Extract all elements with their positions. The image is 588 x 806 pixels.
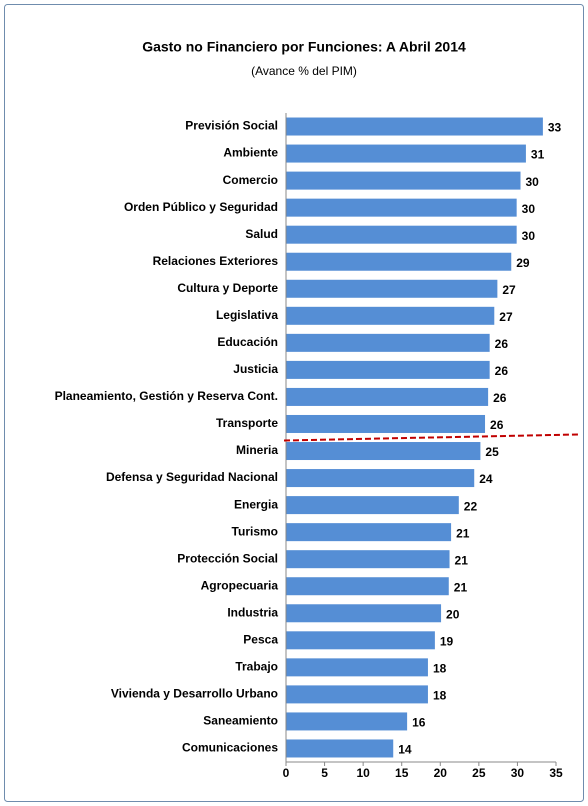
- y-tick-label: Trabajo: [235, 660, 278, 674]
- bar: [286, 198, 517, 217]
- bar: [286, 712, 408, 731]
- data-label: 26: [490, 418, 504, 432]
- x-tick-label: 30: [511, 766, 525, 780]
- x-tick-label: 35: [549, 766, 563, 780]
- data-label: 16: [412, 716, 426, 730]
- data-label: 29: [516, 256, 530, 270]
- data-label: 27: [499, 310, 513, 324]
- y-tick-label: Justicia: [233, 362, 278, 376]
- y-tick-label: Agropecuaria: [201, 578, 279, 592]
- bar: [286, 360, 490, 379]
- bar: [286, 387, 489, 406]
- y-tick-label: Vivienda y Desarrollo Urbano: [111, 687, 278, 701]
- data-label: 31: [531, 148, 545, 162]
- data-label: 21: [455, 553, 469, 567]
- y-tick-label: Educación: [217, 335, 278, 349]
- bar: [286, 631, 435, 650]
- data-label: 26: [495, 364, 509, 378]
- y-tick-label: Transporte: [216, 416, 278, 430]
- y-tick-label: Legislativa: [216, 308, 278, 322]
- bar: [286, 523, 452, 542]
- data-label: 22: [464, 499, 478, 513]
- bar: [286, 739, 394, 758]
- data-label: 30: [522, 202, 536, 216]
- y-tick-label: Previsión Social: [185, 119, 278, 133]
- data-label: 30: [522, 229, 536, 243]
- y-tick-label: Relaciones Exteriores: [153, 254, 279, 268]
- y-tick-label: Planeamiento, Gestión y Reserva Cont.: [55, 389, 278, 403]
- bar: [286, 252, 512, 271]
- y-tick-label: Orden Público y Seguridad: [124, 200, 278, 214]
- bar: [286, 496, 459, 515]
- x-tick-label: 15: [395, 766, 409, 780]
- chart-title: Gasto no Financiero por Funciones: A Abr…: [142, 39, 466, 55]
- y-tick-label: Pesca: [243, 632, 278, 646]
- x-tick-label: 20: [434, 766, 448, 780]
- bar: [286, 144, 526, 163]
- data-label: 14: [398, 743, 412, 757]
- bar: [286, 469, 475, 488]
- data-label: 30: [526, 175, 540, 189]
- x-tick-label: 10: [356, 766, 370, 780]
- x-tick-label: 5: [321, 766, 328, 780]
- data-label: 25: [485, 445, 499, 459]
- data-label: 33: [548, 121, 562, 135]
- y-tick-label: Industria: [227, 605, 278, 619]
- data-label: 24: [479, 472, 493, 486]
- bar: [286, 685, 428, 704]
- bar: [286, 658, 428, 677]
- bar: [286, 414, 486, 433]
- data-label: 20: [446, 607, 460, 621]
- bar: [286, 442, 481, 461]
- separator-line: [283, 433, 579, 442]
- y-tick-label: Cultura y Deporte: [177, 281, 278, 295]
- bar: [286, 306, 495, 325]
- data-label: 18: [433, 662, 447, 676]
- y-tick-label: Salud: [245, 227, 278, 241]
- y-tick-label: Turismo: [232, 524, 278, 538]
- data-label: 27: [502, 283, 516, 297]
- data-label: 18: [433, 689, 447, 703]
- y-tick-label: Saneamiento: [203, 714, 278, 728]
- y-tick-label: Ambiente: [223, 146, 278, 160]
- bar: [286, 604, 442, 623]
- data-label: 21: [456, 526, 470, 540]
- x-tick-label: 0: [283, 766, 290, 780]
- data-label: 21: [454, 580, 468, 594]
- x-tick-label: 25: [472, 766, 486, 780]
- data-label: 26: [493, 391, 507, 405]
- data-label: 26: [495, 337, 509, 351]
- data-label: 19: [440, 634, 454, 648]
- bar: [286, 577, 449, 596]
- chart-subtitle: (Avance % del PIM): [251, 64, 357, 78]
- bar: [286, 117, 543, 136]
- y-tick-label: Mineria: [236, 443, 278, 457]
- y-tick-label: Energia: [234, 497, 278, 511]
- bar: [286, 171, 521, 190]
- bar: [286, 333, 490, 352]
- y-tick-label: Comercio: [223, 173, 278, 187]
- bar: [286, 279, 498, 298]
- y-tick-label: Protección Social: [177, 551, 278, 565]
- bar: [286, 225, 517, 244]
- bar: [286, 550, 450, 569]
- y-tick-label: Comunicaciones: [182, 741, 278, 755]
- y-tick-label: Defensa y Seguridad Nacional: [106, 470, 278, 484]
